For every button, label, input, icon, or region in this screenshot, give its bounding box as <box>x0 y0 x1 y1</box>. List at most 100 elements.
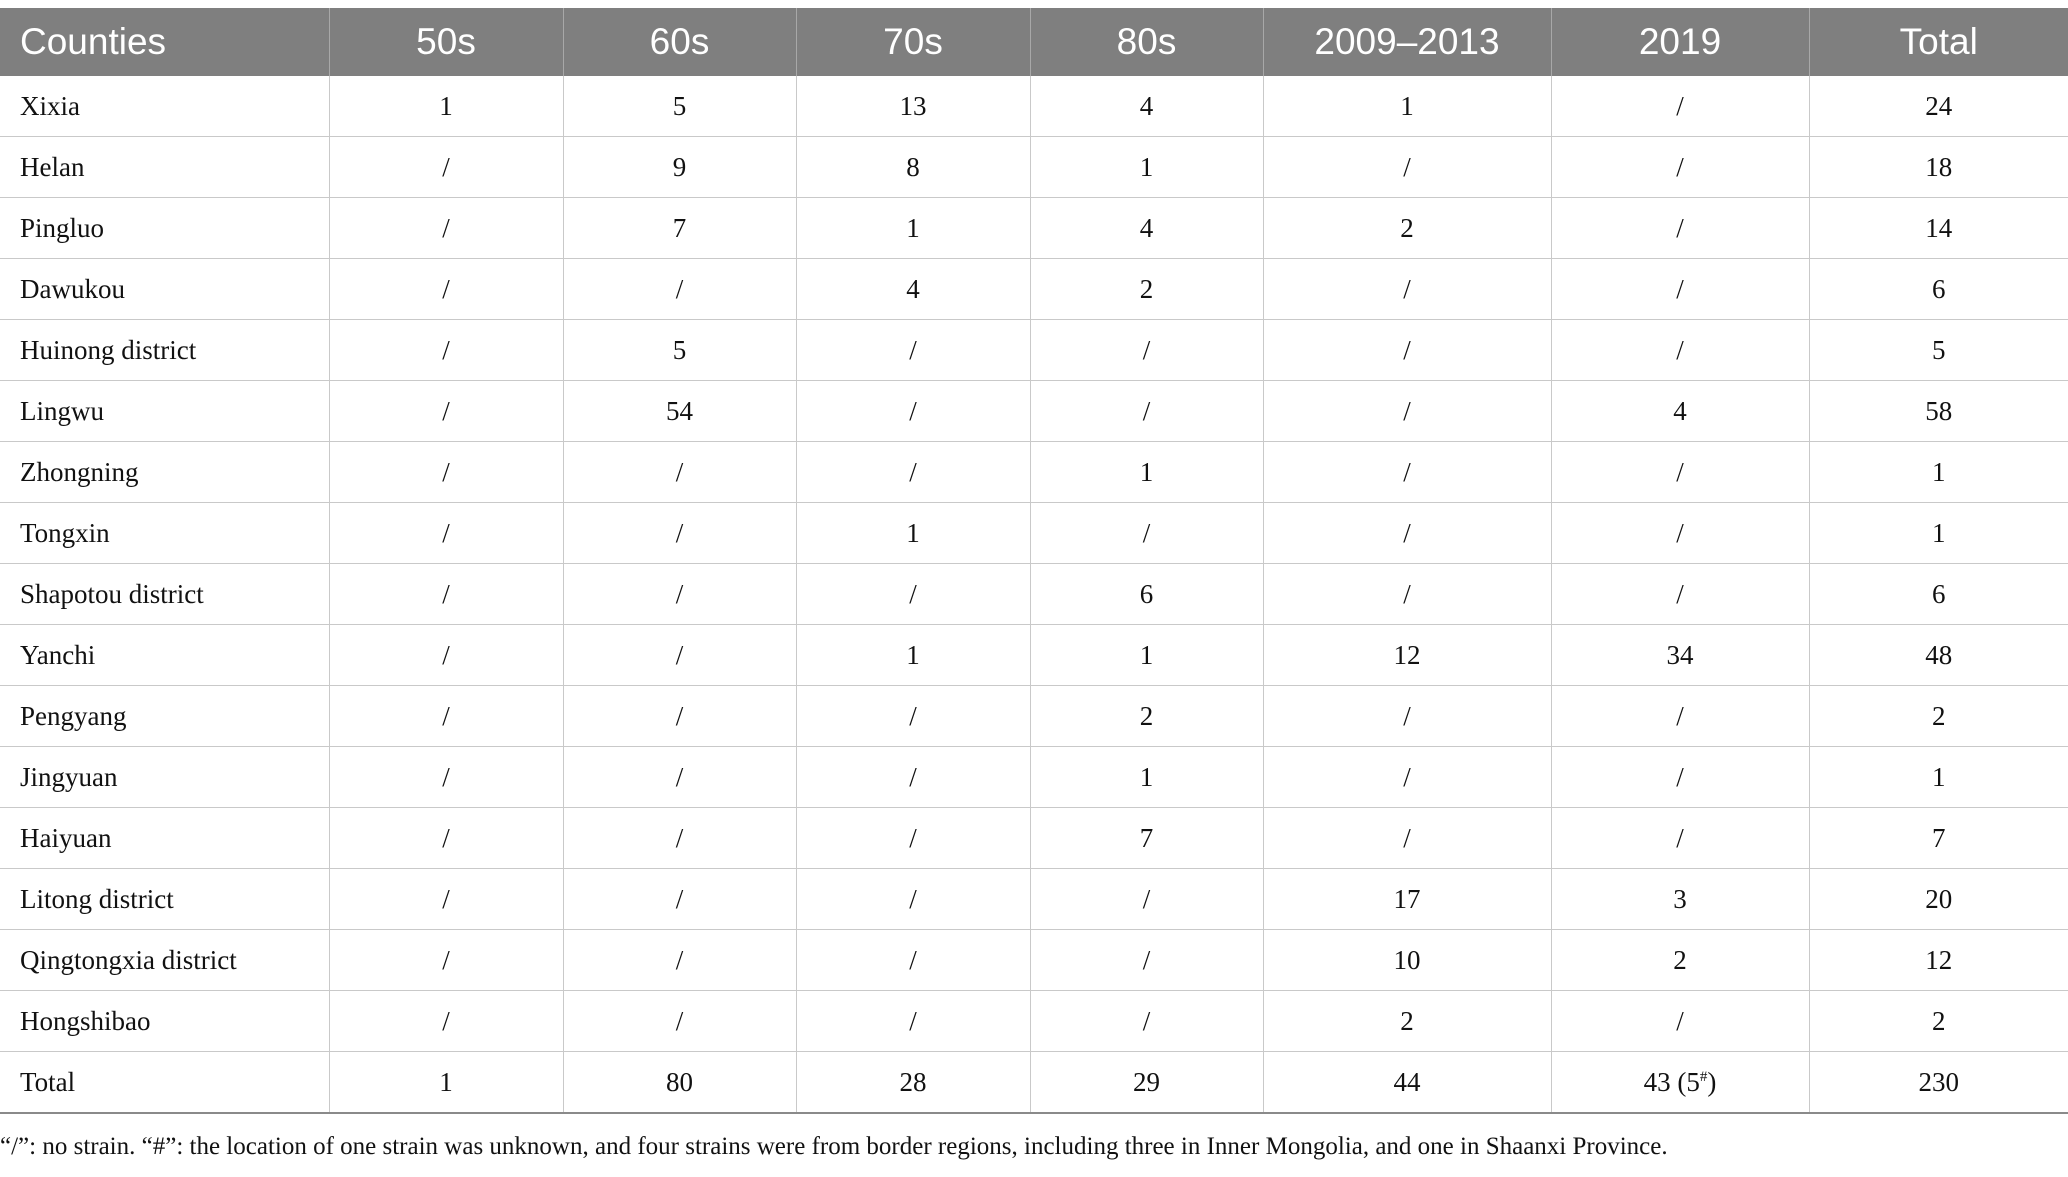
county-name: Helan <box>0 136 329 198</box>
cell-70s: / <box>795 319 1030 381</box>
cell-2019: / <box>1550 197 1809 259</box>
table-header-row: Counties 50s 60s 70s 80s 2009–2013 2019 … <box>0 8 2068 76</box>
cell-60s: 5 <box>562 319 796 381</box>
cell-2019: 4 <box>1550 380 1809 442</box>
county-name: Shapotou district <box>0 563 329 625</box>
table-row: Pengyang / //2//2 <box>0 685 2068 747</box>
cell-70s: 4 <box>795 258 1030 320</box>
county-name: Tongxin <box>0 502 329 564</box>
cell-total: 1 <box>1808 441 2068 503</box>
table-body: Xixia 1 5 13 4 1/24 Helan/9 8 1//18 Pingluo/7 1 4 2/… <box>0 76 2068 1114</box>
total-cell-50s: 1 <box>328 1051 563 1114</box>
cell-60s: / <box>562 563 796 625</box>
cell-60s: / <box>562 258 796 320</box>
cell-50s: / <box>328 868 563 930</box>
cell-60s: 7 <box>562 197 796 259</box>
cell-total: 20 <box>1808 868 2068 930</box>
cell-80s: / <box>1029 929 1263 991</box>
total-cell-60s: 80 <box>562 1051 796 1114</box>
cell-60s: / <box>562 746 796 808</box>
cell-2019: / <box>1550 258 1809 320</box>
cell-70s: / <box>795 929 1030 991</box>
cell-50s: / <box>328 929 563 991</box>
cell-total: 1 <box>1808 746 2068 808</box>
table-row: Lingwu/54///4 58 <box>0 380 2068 442</box>
cell-80s: 1 <box>1029 624 1263 686</box>
cell-total: 7 <box>1808 807 2068 869</box>
header-total: Total <box>1808 8 2068 76</box>
county-name: Yanchi <box>0 624 329 686</box>
table-row: Yanchi //1 1 12 34 48 <box>0 624 2068 686</box>
cell-80s: 4 <box>1029 197 1263 259</box>
cell-total: 1 <box>1808 502 2068 564</box>
cell-80s: / <box>1029 502 1263 564</box>
county-name: Qingtongxia district <box>0 929 329 991</box>
total-2019-close: ) <box>1707 1066 1717 1097</box>
total-2019-sup: # <box>1699 1068 1708 1085</box>
table-row: Jingyuan / //1//1 <box>0 746 2068 808</box>
cell-total: 2 <box>1808 685 2068 747</box>
cell-2009-2013: 2 <box>1262 990 1551 1052</box>
cell-total: 48 <box>1808 624 2068 686</box>
cell-80s: / <box>1029 380 1263 442</box>
cell-2019: / <box>1550 563 1809 625</box>
cell-50s: / <box>328 624 563 686</box>
county-name: Litong district <box>0 868 329 930</box>
header-counties: Counties <box>0 8 329 76</box>
cell-2019: / <box>1550 76 1809 137</box>
cell-80s: / <box>1029 868 1263 930</box>
cell-60s: / <box>562 502 796 564</box>
cell-50s: / <box>328 441 563 503</box>
cell-50s: 1 <box>328 76 563 137</box>
cell-50s: / <box>328 502 563 564</box>
cell-60s: / <box>562 624 796 686</box>
cell-70s: / <box>795 868 1030 930</box>
cell-2019: / <box>1550 746 1809 808</box>
table-row: Litong district / / //17 3 20 <box>0 868 2068 930</box>
cell-2009-2013: 1 <box>1262 76 1551 137</box>
cell-50s: / <box>328 136 563 198</box>
cell-2009-2013: 17 <box>1262 868 1551 930</box>
cell-70s: 13 <box>795 76 1030 137</box>
cell-60s: 9 <box>562 136 796 198</box>
cell-2019: / <box>1550 502 1809 564</box>
cell-2009-2013: / <box>1262 502 1551 564</box>
cell-total: 18 <box>1808 136 2068 198</box>
cell-2019: 34 <box>1550 624 1809 686</box>
total-cell-80s: 29 <box>1029 1051 1263 1114</box>
cell-70s: / <box>795 990 1030 1052</box>
cell-total: 24 <box>1808 76 2068 137</box>
cell-2009-2013: / <box>1262 563 1551 625</box>
cell-2019: / <box>1550 685 1809 747</box>
table-row: Qingtongxia district / / //10 2 12 <box>0 929 2068 991</box>
cell-2009-2013: / <box>1262 685 1551 747</box>
table-row: Xixia 1 5 13 4 1/24 <box>0 76 2068 137</box>
header-80s: 80s <box>1029 8 1263 76</box>
cell-50s: / <box>328 380 563 442</box>
cell-60s: / <box>562 441 796 503</box>
county-name: Haiyuan <box>0 807 329 869</box>
cell-80s: 4 <box>1029 76 1263 137</box>
cell-total: 6 <box>1808 563 2068 625</box>
table-row: Tongxin //1///1 <box>0 502 2068 564</box>
table-row: Pingluo/7 1 4 2/14 <box>0 197 2068 259</box>
strain-distribution-table: Counties 50s 60s 70s 80s 2009–2013 2019 … <box>0 8 2068 1114</box>
cell-2019: 2 <box>1550 929 1809 991</box>
cell-80s: / <box>1029 990 1263 1052</box>
cell-total: 58 <box>1808 380 2068 442</box>
cell-2019: / <box>1550 441 1809 503</box>
total-2019-main: 43 (5 <box>1643 1066 1700 1097</box>
cell-2009-2013: 12 <box>1262 624 1551 686</box>
cell-50s: / <box>328 563 563 625</box>
cell-60s: / <box>562 990 796 1052</box>
cell-70s: / <box>795 380 1030 442</box>
cell-60s: 54 <box>562 380 796 442</box>
header-50s: 50s <box>328 8 563 76</box>
cell-2019: / <box>1550 319 1809 381</box>
cell-50s: / <box>328 746 563 808</box>
cell-70s: / <box>795 441 1030 503</box>
county-name: Pengyang <box>0 685 329 747</box>
cell-2019: / <box>1550 807 1809 869</box>
total-label: Total <box>0 1051 329 1114</box>
cell-80s: 6 <box>1029 563 1263 625</box>
